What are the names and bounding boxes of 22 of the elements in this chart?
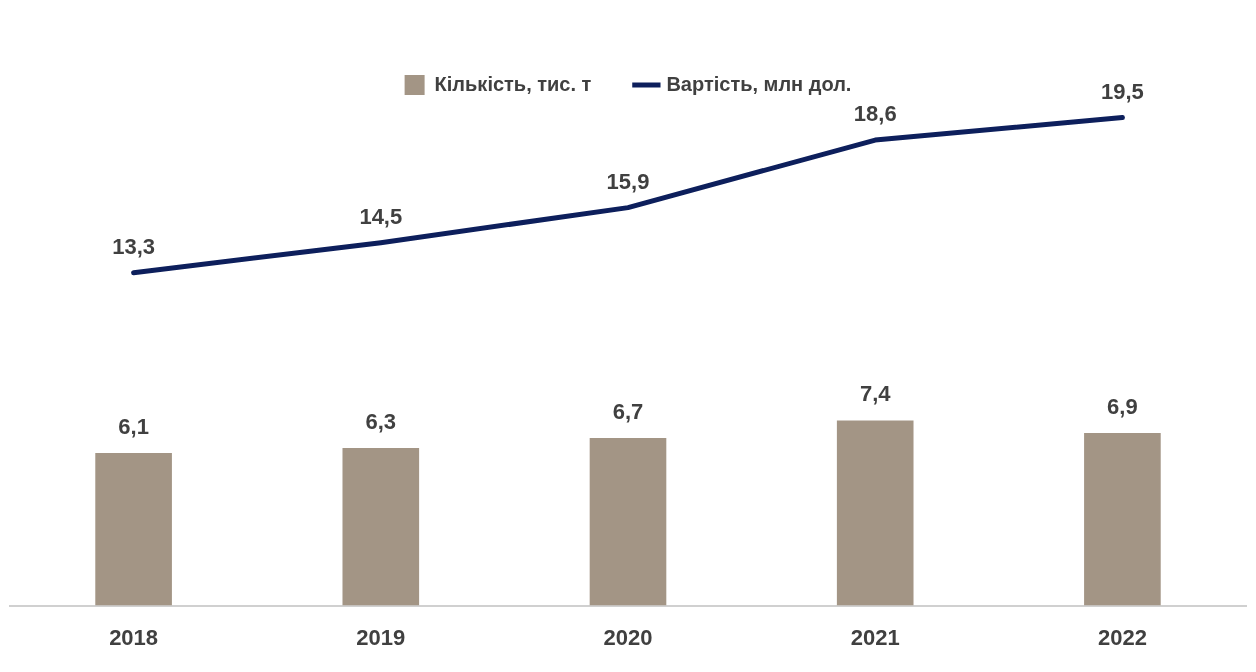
- x-tick-label: 2018: [109, 624, 159, 650]
- x-tick-label: 2022: [1097, 624, 1147, 650]
- bar: [589, 437, 667, 606]
- legend-label: Кількість, тис. т: [434, 72, 592, 95]
- legend-label: Вартість, млн дол.: [666, 72, 852, 95]
- data-label: 19,5: [1100, 78, 1144, 104]
- data-label: 6,1: [118, 413, 149, 439]
- data-label: 6,9: [1107, 393, 1138, 419]
- x-tick-label: 2019: [356, 624, 406, 650]
- data-label: 14,5: [359, 203, 403, 229]
- data-label: 6,3: [365, 408, 397, 434]
- data-label: 18,6: [853, 101, 897, 127]
- x-tick-label: 2021: [850, 624, 900, 650]
- data-label: 15,9: [606, 168, 650, 194]
- data-label: 13,3: [112, 233, 156, 259]
- data-label: 6,7: [612, 398, 644, 424]
- data-label: 7,4: [859, 381, 892, 407]
- bar: [342, 447, 420, 606]
- bar: [1084, 432, 1161, 606]
- bar: [836, 420, 914, 606]
- bar: [95, 452, 172, 606]
- x-tick-label: 2020: [603, 624, 653, 650]
